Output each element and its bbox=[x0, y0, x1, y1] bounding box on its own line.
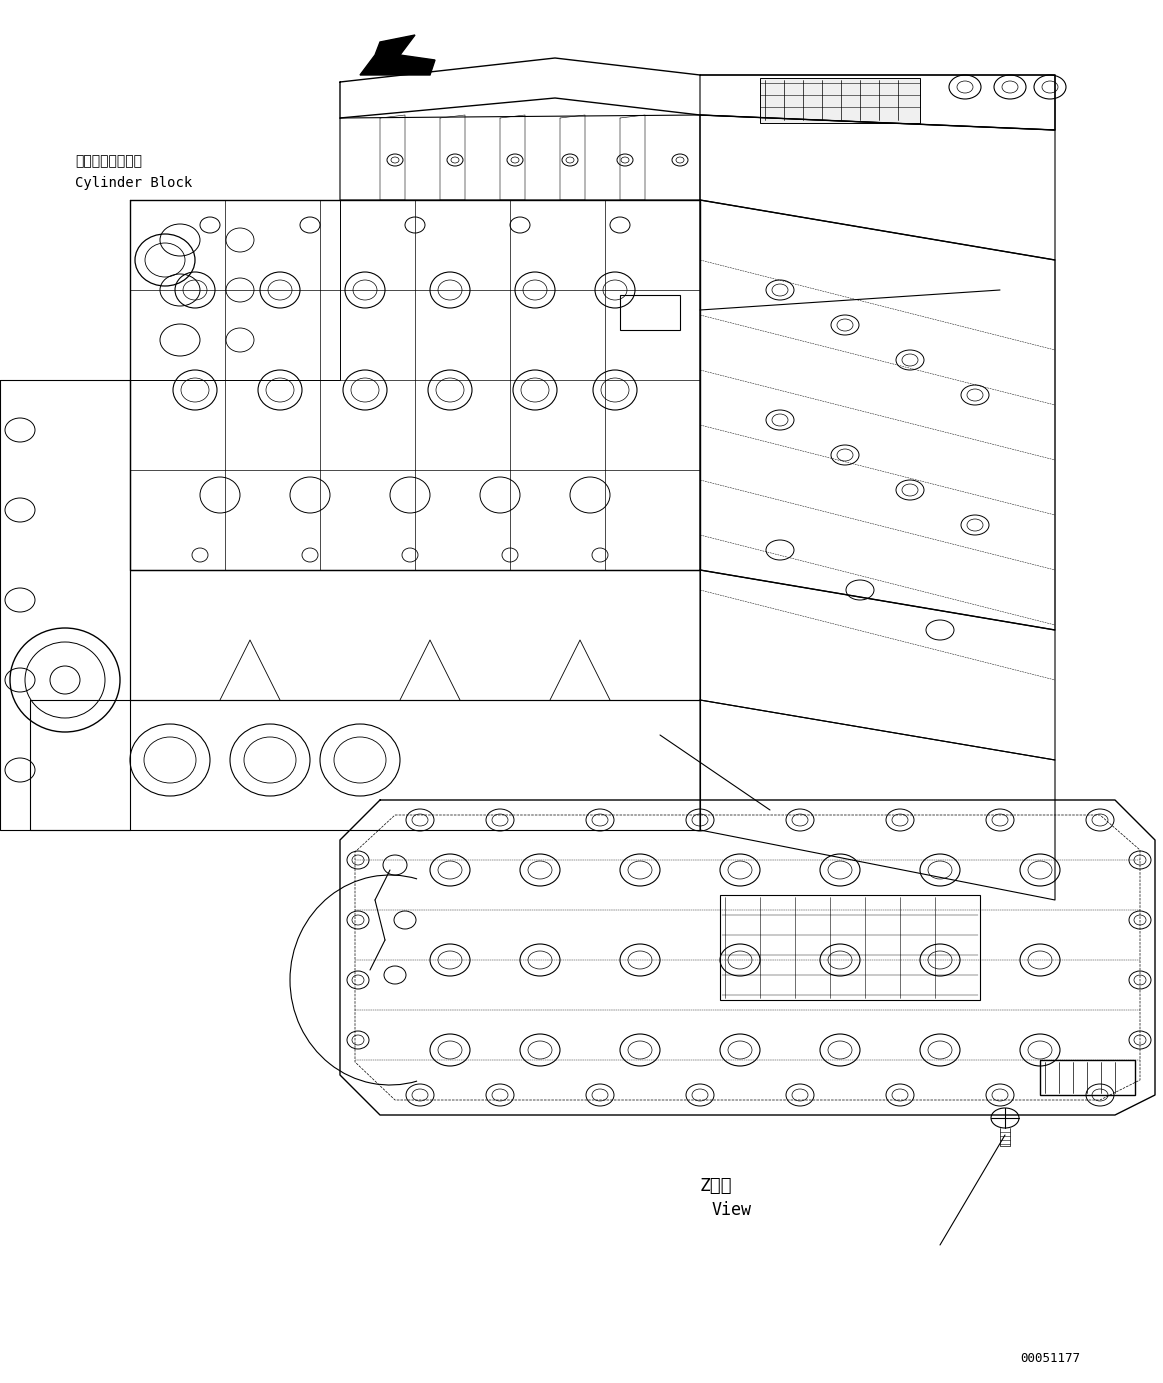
Bar bbox=[1040, 1059, 1135, 1095]
Bar bbox=[720, 895, 980, 1000]
Text: View: View bbox=[712, 1200, 752, 1218]
Text: Z　視: Z 視 bbox=[700, 1177, 733, 1195]
Polygon shape bbox=[361, 35, 435, 75]
Bar bbox=[620, 295, 680, 331]
Text: シリンダブロック: シリンダブロック bbox=[74, 154, 142, 167]
Text: Cylinder Block: Cylinder Block bbox=[74, 176, 192, 189]
Bar bbox=[759, 77, 920, 123]
Text: 00051177: 00051177 bbox=[1020, 1353, 1080, 1365]
